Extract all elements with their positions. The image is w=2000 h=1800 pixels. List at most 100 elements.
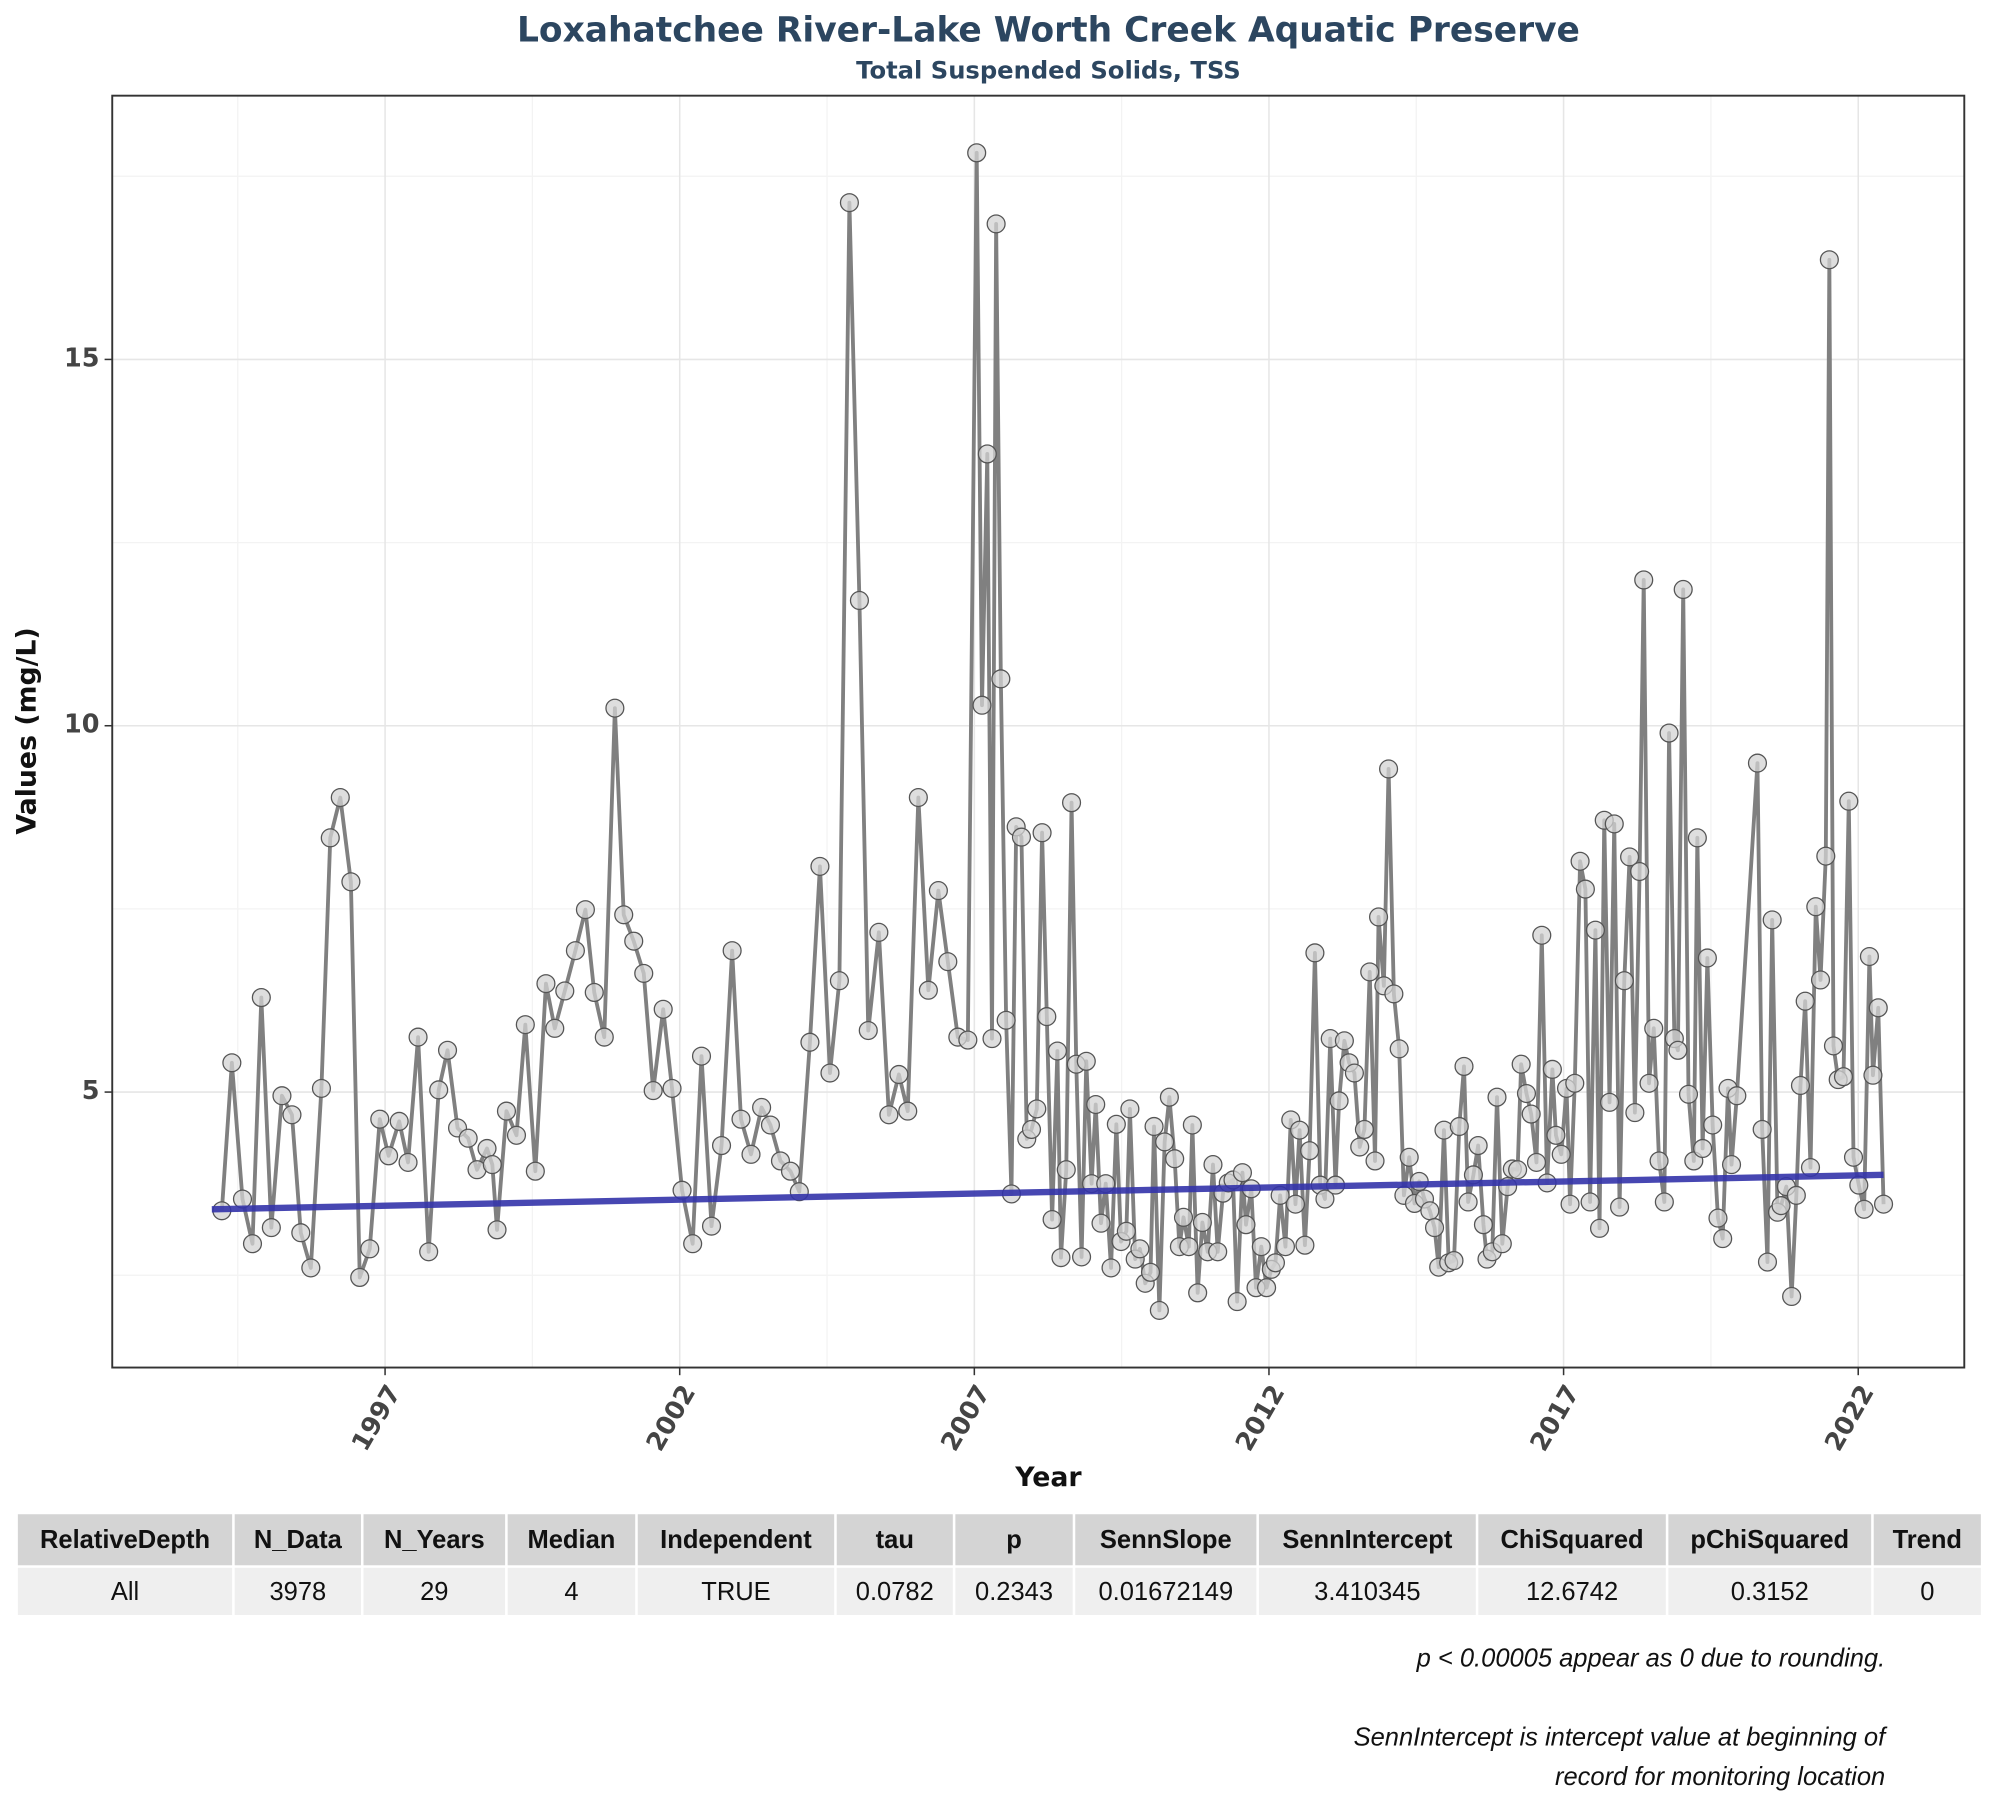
data-point bbox=[1697, 948, 1717, 968]
data-point bbox=[683, 1234, 703, 1254]
table-cell-bg bbox=[1873, 1567, 1981, 1616]
data-point bbox=[614, 905, 634, 925]
data-point bbox=[1625, 1103, 1645, 1123]
table-header: N_Data bbox=[254, 1526, 343, 1554]
data-point bbox=[515, 1015, 535, 1035]
data-point bbox=[1076, 1051, 1096, 1071]
data-point bbox=[624, 931, 644, 951]
data-point bbox=[594, 1027, 614, 1047]
data-point bbox=[370, 1109, 390, 1129]
data-point bbox=[584, 982, 604, 1002]
data-point bbox=[1580, 1192, 1600, 1212]
data-point bbox=[643, 1081, 663, 1101]
data-point bbox=[1458, 1192, 1478, 1212]
table-cell: 3.410345 bbox=[1314, 1578, 1420, 1606]
data-point bbox=[1649, 1151, 1669, 1171]
data-point bbox=[1329, 1091, 1349, 1111]
data-point bbox=[869, 922, 889, 942]
data-point bbox=[282, 1105, 302, 1125]
data-point bbox=[1703, 1115, 1723, 1135]
data-point bbox=[996, 1010, 1016, 1030]
data-point bbox=[1305, 943, 1325, 963]
data-point bbox=[1795, 991, 1815, 1011]
data-point bbox=[1727, 1086, 1747, 1106]
data-point bbox=[967, 143, 987, 163]
data-point bbox=[1389, 1039, 1409, 1059]
data-point bbox=[991, 669, 1011, 689]
data-point bbox=[506, 1125, 527, 1145]
data-point bbox=[1203, 1155, 1223, 1175]
data-point bbox=[1106, 1114, 1126, 1134]
data-point bbox=[1521, 1104, 1541, 1124]
table-header: Trend bbox=[1893, 1526, 1962, 1554]
data-point bbox=[800, 1032, 820, 1052]
data-point bbox=[1708, 1208, 1728, 1228]
table-header-cell bbox=[1478, 1514, 1666, 1566]
data-point bbox=[232, 1189, 253, 1209]
data-point bbox=[1644, 1018, 1664, 1038]
data-point bbox=[1782, 1286, 1802, 1307]
data-point bbox=[1570, 851, 1590, 871]
data-point bbox=[1823, 1036, 1844, 1056]
footnote: SennIntercept is intercept value at begi… bbox=[1354, 1724, 1888, 1752]
data-point bbox=[1511, 1054, 1531, 1074]
data-point bbox=[1257, 1278, 1277, 1298]
data-point bbox=[722, 941, 742, 961]
data-point bbox=[1091, 1213, 1111, 1233]
chart-subtitle: Total Suspended Solids, TSS bbox=[856, 56, 1241, 84]
data-point bbox=[1120, 1099, 1140, 1119]
table-cell-bg bbox=[836, 1567, 953, 1616]
table-cell: 12.6742 bbox=[1526, 1578, 1618, 1606]
x-tick-label: 2007 bbox=[935, 1380, 996, 1456]
data-point bbox=[1654, 1192, 1674, 1212]
data-point bbox=[1747, 753, 1768, 773]
table-cell-bg bbox=[1258, 1567, 1476, 1616]
data-point bbox=[1208, 1242, 1228, 1262]
data-point bbox=[1687, 828, 1707, 848]
data-point bbox=[1165, 1149, 1185, 1169]
data-point bbox=[360, 1239, 380, 1259]
data-point bbox=[482, 1155, 502, 1175]
data-point bbox=[1634, 570, 1654, 590]
table-header: p bbox=[1006, 1526, 1022, 1554]
x-tick-label: 2017 bbox=[1524, 1380, 1585, 1456]
data-point bbox=[972, 695, 992, 715]
y-axis-title: Values (mg/L) bbox=[12, 627, 43, 834]
data-point bbox=[1315, 1189, 1335, 1209]
data-point bbox=[1487, 1087, 1507, 1107]
data-point bbox=[1849, 1175, 1869, 1195]
data-point bbox=[977, 444, 997, 464]
data-point bbox=[662, 1078, 682, 1098]
data-point bbox=[1334, 1031, 1354, 1051]
data-point bbox=[1032, 823, 1052, 843]
table-header-cell bbox=[17, 1514, 233, 1566]
y-tick-label: 5 bbox=[82, 1076, 100, 1106]
data-point bbox=[1159, 1087, 1179, 1107]
data-point bbox=[1668, 1040, 1688, 1060]
data-point bbox=[1037, 1007, 1057, 1027]
data-point bbox=[1713, 1229, 1733, 1249]
data-point bbox=[653, 999, 673, 1019]
data-point bbox=[1047, 1041, 1067, 1061]
data-point bbox=[1868, 998, 1888, 1018]
data-point bbox=[1424, 1218, 1445, 1238]
data-point bbox=[1232, 1163, 1253, 1183]
data-point bbox=[810, 856, 830, 876]
table-header-cell bbox=[1668, 1514, 1872, 1566]
data-point bbox=[829, 971, 849, 991]
data-point bbox=[242, 1234, 263, 1254]
table-cell-bg bbox=[1478, 1567, 1666, 1616]
data-point bbox=[691, 1046, 712, 1066]
data-point bbox=[291, 1223, 311, 1243]
data-point bbox=[419, 1242, 439, 1262]
data-point bbox=[1182, 1115, 1202, 1135]
data-point bbox=[711, 1135, 732, 1156]
data-point bbox=[1721, 1155, 1742, 1175]
data-point bbox=[741, 1144, 761, 1164]
data-point bbox=[1614, 971, 1634, 991]
data-point bbox=[1790, 1075, 1811, 1096]
data-point bbox=[1693, 1138, 1713, 1159]
data-point bbox=[341, 872, 361, 892]
data-point bbox=[1786, 1185, 1806, 1205]
data-point bbox=[1101, 1258, 1121, 1278]
